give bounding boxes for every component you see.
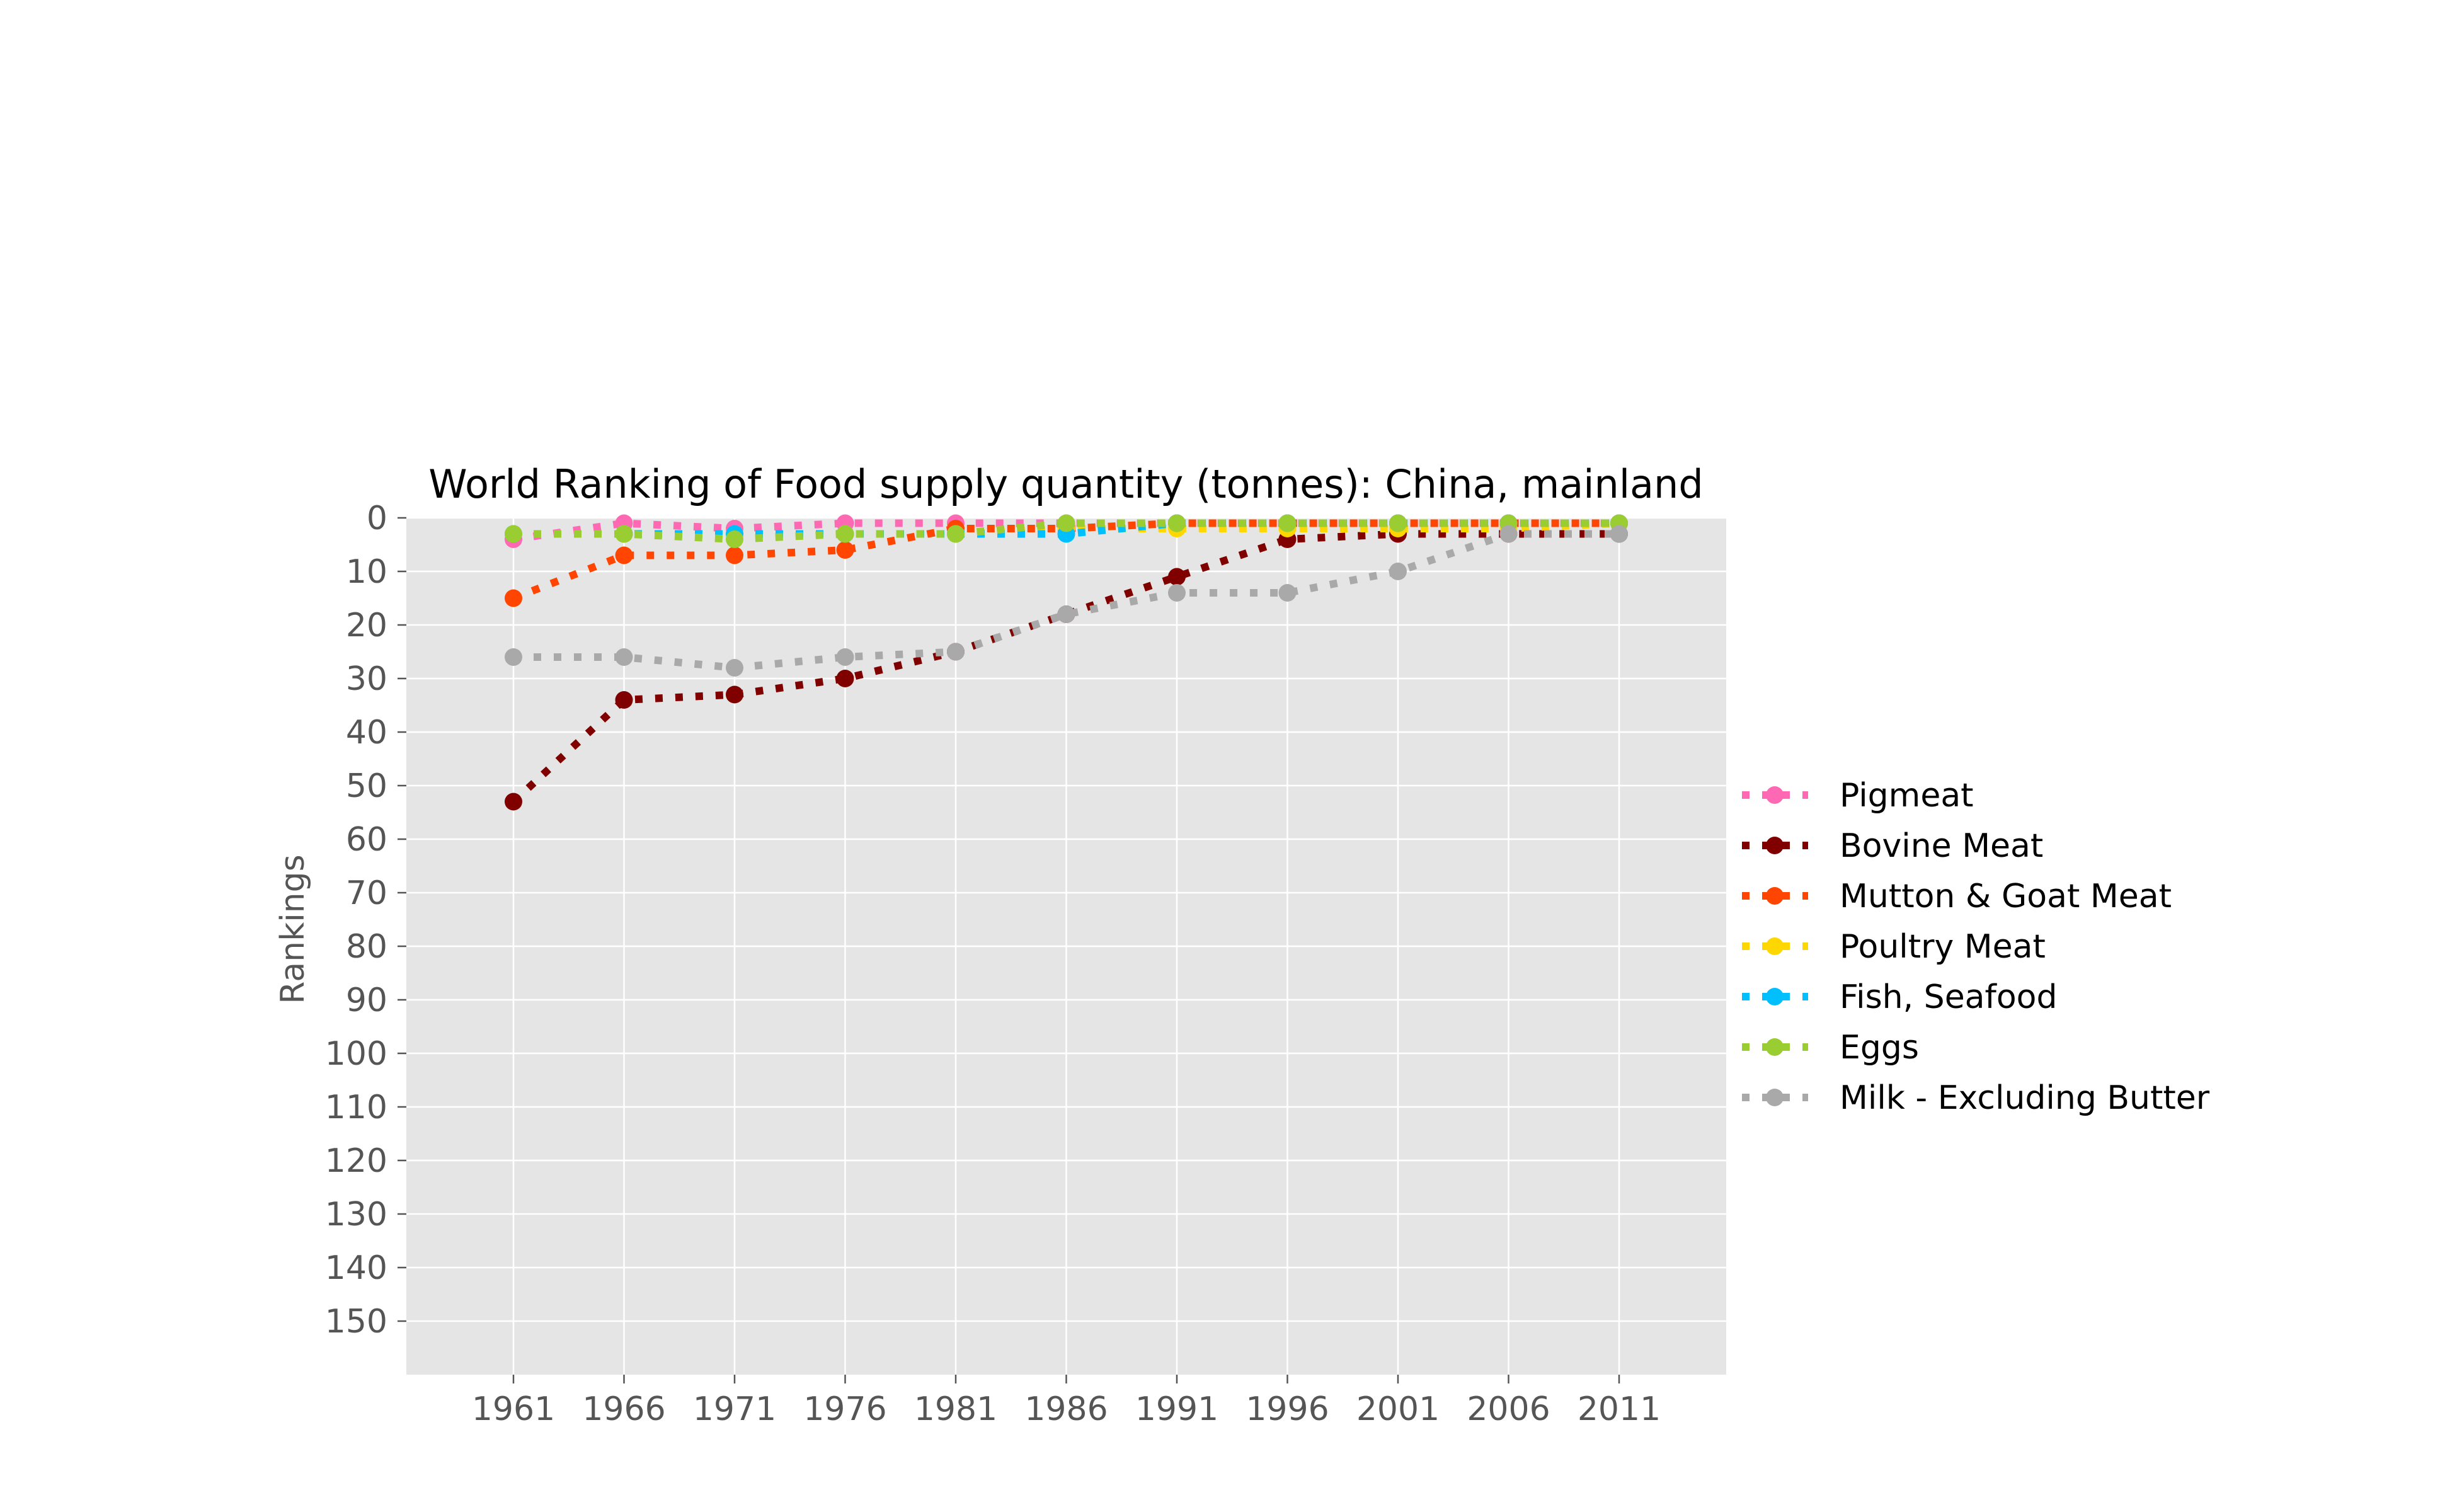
data-point [1389, 563, 1407, 580]
x-tick-label: 2006 [1467, 1390, 1550, 1428]
x-tick-label: 1986 [1024, 1390, 1108, 1428]
data-point [836, 525, 854, 543]
data-point [1057, 605, 1075, 623]
y-tick-label: 110 [325, 1089, 387, 1126]
x-tick-label: 1966 [582, 1390, 665, 1428]
data-point [505, 525, 522, 543]
y-tick-label: 10 [346, 553, 387, 591]
y-tick-label: 140 [325, 1249, 387, 1287]
data-point [615, 648, 633, 666]
x-axis-ticks: 1961 1966 1971 1976 1981 1986 1991 1996 2001 2006… [472, 1375, 1661, 1428]
chart-title: World Ranking of Food supply quantity (t… [428, 461, 1703, 507]
legend-label: Milk - Excluding Butter [1840, 1079, 2210, 1117]
data-point [1168, 584, 1186, 602]
data-point [1168, 568, 1186, 586]
data-point [1610, 525, 1628, 543]
legend-swatch-marker [1766, 988, 1784, 1005]
legend-label: Pigmeat [1840, 777, 1974, 815]
data-point [615, 525, 633, 543]
y-tick-label: 150 [325, 1303, 387, 1341]
y-tick-label: 120 [325, 1142, 387, 1180]
y-tick-label: 100 [325, 1035, 387, 1073]
y-tick-label: 80 [346, 928, 387, 966]
data-point [836, 541, 854, 559]
data-series [505, 514, 1628, 811]
legend-item: Fish, Seafood [1742, 978, 2058, 1016]
legend-item: Eggs [1742, 1029, 1919, 1067]
legend-item: Mutton & Goat Meat [1742, 878, 2172, 915]
legend-item: Milk - Excluding Butter [1742, 1079, 2210, 1117]
x-tick-label: 1961 [472, 1390, 555, 1428]
legend: Pigmeat Bovine Meat Mutton & Goat Meat Poul… [1742, 777, 2210, 1117]
data-point [947, 525, 965, 543]
legend-label: Fish, Seafood [1840, 978, 2058, 1016]
data-point [1278, 514, 1297, 532]
data-point [726, 530, 743, 548]
x-tick-label: 2001 [1356, 1390, 1440, 1428]
legend-label: Bovine Meat [1840, 827, 2043, 865]
y-tick-label: 0 [367, 500, 387, 537]
x-tick-label: 1976 [803, 1390, 886, 1428]
legend-item: Bovine Meat [1742, 827, 2043, 865]
legend-swatch-marker [1766, 887, 1784, 905]
y-tick-label: 40 [346, 714, 387, 752]
series-line [513, 519, 1619, 544]
data-point [615, 691, 633, 709]
data-point [726, 659, 743, 677]
data-point [836, 648, 854, 666]
y-tick-label: 130 [325, 1196, 387, 1234]
x-tick-label: 1971 [693, 1390, 776, 1428]
x-tick-label: 1981 [914, 1390, 997, 1428]
data-point [505, 793, 522, 811]
series-milk-excluding-butter [505, 525, 1628, 677]
y-tick-label: 50 [346, 767, 387, 805]
data-point [1057, 514, 1075, 532]
y-axis-ticks: 0 10 20 30 40 50 60 70 80 90 100 110 120 130 140 150 [325, 500, 406, 1341]
grid-lines [406, 517, 1726, 1375]
data-point [505, 589, 522, 607]
series-line [512, 519, 1619, 602]
data-point [947, 643, 965, 661]
x-tick-label: 1991 [1135, 1390, 1218, 1428]
x-tick-label: 2011 [1578, 1390, 1661, 1428]
legend-swatch-marker [1766, 786, 1784, 804]
data-point [1168, 514, 1186, 532]
x-tick-label: 1996 [1246, 1390, 1329, 1428]
legend-label: Poultry Meat [1840, 928, 2046, 966]
legend-swatch-marker [1766, 1089, 1784, 1106]
legend-label: Mutton & Goat Meat [1840, 878, 2172, 915]
legend-swatch-marker [1766, 837, 1784, 854]
y-tick-label: 70 [346, 874, 387, 912]
y-tick-label: 60 [346, 821, 387, 859]
series-line [513, 530, 1619, 672]
data-point [1499, 525, 1518, 543]
y-tick-label: 20 [346, 607, 387, 644]
legend-swatch-marker [1766, 937, 1784, 955]
data-point [615, 546, 633, 564]
data-point [1278, 584, 1297, 602]
data-point [726, 685, 743, 704]
series-line [510, 530, 1619, 805]
series-line [513, 519, 1619, 543]
data-point [1389, 514, 1407, 532]
data-point [726, 546, 743, 564]
y-tick-label: 30 [346, 660, 387, 698]
y-tick-label: 90 [346, 982, 387, 1019]
y-axis-label: Rankings [274, 854, 312, 1004]
legend-item: Pigmeat [1742, 777, 1974, 815]
legend-item: Poultry Meat [1742, 928, 2046, 966]
data-point [505, 648, 522, 666]
data-point [836, 670, 854, 687]
legend-swatch-marker [1766, 1038, 1784, 1056]
legend-label: Eggs [1840, 1029, 1919, 1067]
